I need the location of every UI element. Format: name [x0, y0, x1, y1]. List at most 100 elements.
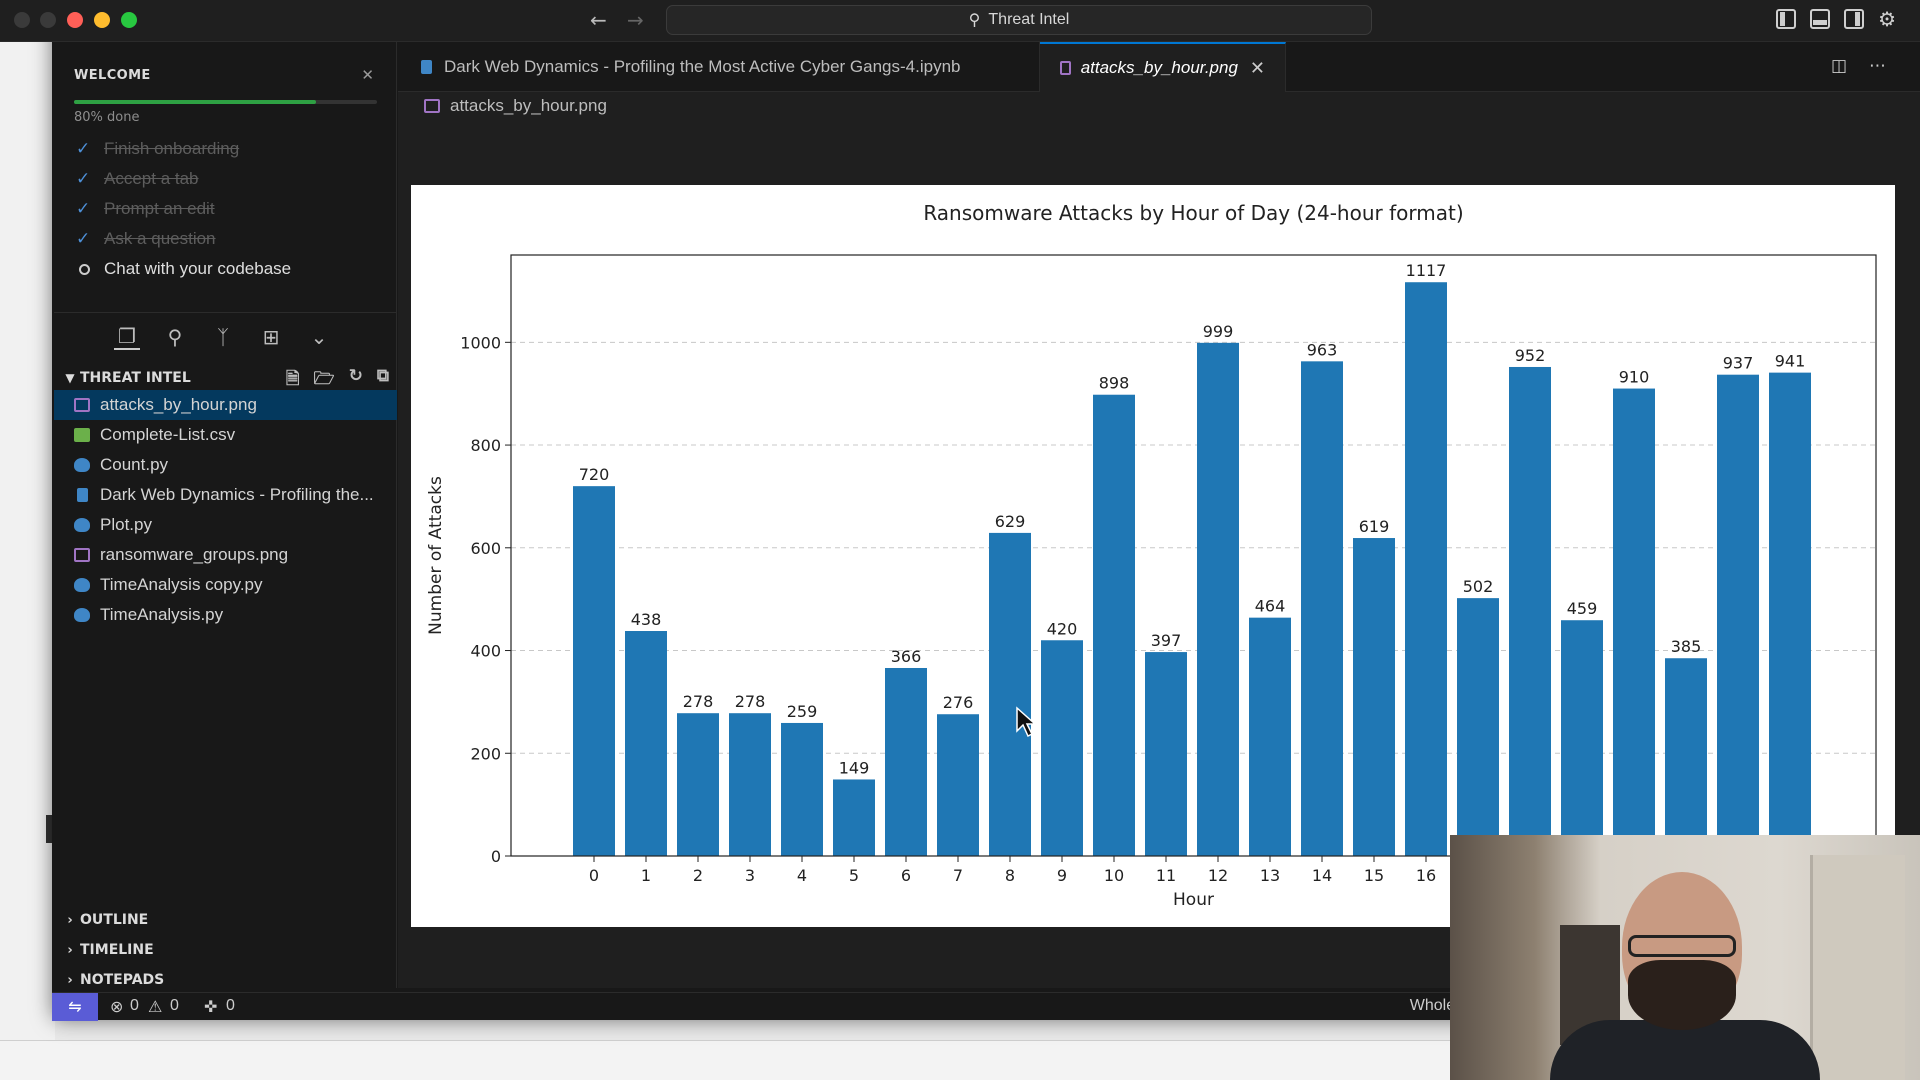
- data-label: 941: [1775, 352, 1806, 371]
- y-tick-label: 0: [491, 847, 501, 866]
- task-label: Prompt an edit: [104, 199, 215, 218]
- data-label: 464: [1255, 597, 1286, 616]
- explorer-actions: 🗎 🗁 ↻ ⧉: [286, 366, 389, 395]
- x-tick-label: 13: [1260, 866, 1280, 885]
- data-label: 937: [1723, 354, 1754, 373]
- new-folder-icon[interactable]: 🗁: [313, 369, 335, 389]
- toggle-panel-icon[interactable]: [1810, 9, 1831, 29]
- bar-hour-18: [1509, 366, 1551, 856]
- outline-panel-header[interactable]: › OUTLINE: [60, 908, 148, 932]
- webcam-person-body: [1550, 1020, 1820, 1080]
- maximize-window-button[interactable]: [121, 12, 137, 28]
- bg-window-button: [14, 12, 30, 28]
- progress-fill: [74, 100, 317, 104]
- bar-hour-5: [833, 779, 875, 856]
- arrow-left-icon[interactable]: ←: [590, 8, 607, 32]
- task-item[interactable]: ✓ Ask a question: [76, 229, 216, 249]
- file-item-count[interactable]: Count.py: [54, 450, 397, 480]
- bar-hour-22: [1717, 374, 1759, 856]
- refresh-icon[interactable]: ↻: [348, 366, 363, 386]
- warning-icon[interactable]: ⚠: [148, 999, 163, 1016]
- layout-controls: ⚙: [1776, 9, 1896, 29]
- data-label: 278: [683, 692, 714, 711]
- data-label: 438: [631, 610, 662, 629]
- x-tick-label: 7: [953, 866, 963, 885]
- close-window-button[interactable]: [67, 12, 83, 28]
- file-item-timeanalysis-copy[interactable]: TimeAnalysis copy.py: [54, 570, 397, 600]
- tab-label: Dark Web Dynamics - Profiling the Most A…: [444, 57, 961, 76]
- extensions-icon[interactable]: ⊞: [262, 325, 280, 349]
- data-label: 397: [1151, 631, 1182, 650]
- bar-hour-13: [1249, 617, 1291, 856]
- x-axis-label: Hour: [1173, 890, 1214, 910]
- file-item-dark-web-dynamics[interactable]: Dark Web Dynamics - Profiling the...: [54, 480, 397, 510]
- bar-chart: Ransomware Attacks by Hour of Day (24-ho…: [426, 201, 1877, 910]
- y-tick-label: 400: [470, 642, 501, 661]
- webcam-door: [1810, 855, 1905, 1080]
- tab-attacks-by-hour[interactable]: attacks_by_hour.png ✕: [1040, 42, 1286, 92]
- data-label: 629: [995, 512, 1026, 531]
- notepads-panel-header[interactable]: › NOTEPADS: [60, 968, 164, 992]
- error-count: 0: [130, 997, 139, 1014]
- panel-title: TIMELINE: [80, 942, 154, 958]
- bar-hour-1: [625, 631, 667, 856]
- task-item[interactable]: ✓ Accept a tab: [76, 169, 199, 189]
- file-item-ransomware-groups[interactable]: ransomware_groups.png: [54, 540, 397, 570]
- close-icon[interactable]: ✕: [1249, 57, 1265, 78]
- chevron-down-icon[interactable]: ⌄: [310, 325, 328, 349]
- webcam-overlay: [1450, 835, 1920, 1080]
- file-item-timeanalysis[interactable]: TimeAnalysis.py: [54, 600, 397, 630]
- bar-hour-8: [989, 532, 1031, 856]
- task-item[interactable]: ✓ Prompt an edit: [76, 199, 215, 219]
- files-icon[interactable]: ❐: [114, 324, 140, 350]
- source-control-icon[interactable]: ᛉ: [217, 325, 229, 349]
- plot-frame: [510, 254, 1877, 857]
- activity-bar: ❐ ⚲ ᛉ ⊞ ⌄: [114, 324, 332, 350]
- y-axis-label: Number of Attacks: [426, 476, 446, 635]
- task-item[interactable]: ✓ Finish onboarding: [76, 139, 239, 159]
- collapse-all-icon[interactable]: ⧉: [376, 366, 389, 386]
- task-label: Ask a question: [104, 229, 216, 248]
- data-label: 385: [1671, 637, 1702, 656]
- command-search-bar[interactable]: ⚲ Threat Intel: [666, 5, 1372, 35]
- split-editor-icon[interactable]: ◫: [1830, 56, 1847, 76]
- panel-title: OUTLINE: [80, 912, 149, 928]
- toggle-secondary-sidebar-icon[interactable]: [1844, 9, 1865, 29]
- bar-hour-23: [1769, 372, 1811, 856]
- onboarding-progress-bar: [74, 100, 377, 104]
- toggle-sidebar-icon[interactable]: [1776, 9, 1797, 29]
- x-tick-label: 16: [1416, 866, 1436, 885]
- tab-notebook[interactable]: Dark Web Dynamics - Profiling the Most A…: [398, 42, 1040, 92]
- gear-icon[interactable]: ⚙: [1878, 7, 1896, 31]
- task-item[interactable]: Chat with your codebase: [76, 259, 291, 279]
- new-file-icon[interactable]: 🗎: [285, 369, 300, 389]
- file-item-complete-list[interactable]: Complete-List.csv: [54, 420, 397, 450]
- data-label: 502: [1463, 577, 1494, 596]
- editor-actions: ◫ ⋯: [1831, 56, 1886, 76]
- close-icon[interactable]: ✕: [361, 66, 374, 84]
- data-label: 459: [1567, 599, 1598, 618]
- timeline-panel-header[interactable]: › TIMELINE: [60, 938, 154, 962]
- x-tick-label: 8: [1005, 866, 1015, 885]
- file-name: ransomware_groups.png: [100, 545, 289, 564]
- file-item-plot[interactable]: Plot.py: [54, 510, 397, 540]
- x-tick-label: 12: [1208, 866, 1228, 885]
- bar-hour-4: [781, 722, 823, 856]
- error-icon[interactable]: ⊗: [110, 999, 124, 1016]
- check-icon: ✓: [76, 199, 91, 218]
- bar-hour-3: [729, 713, 771, 856]
- explorer-header[interactable]: ▼ THREAT INTEL 🗎 🗁 ↻ ⧉: [60, 366, 397, 390]
- minimize-window-button[interactable]: [94, 12, 110, 28]
- arrow-right-icon[interactable]: →: [627, 8, 644, 32]
- more-actions-icon[interactable]: ⋯: [1869, 56, 1886, 76]
- x-tick-label: 10: [1104, 866, 1124, 885]
- explorer-title: THREAT INTEL: [80, 370, 191, 386]
- x-tick-label: 0: [589, 866, 599, 885]
- ports-icon[interactable]: ✜: [204, 999, 218, 1016]
- remote-icon[interactable]: ⇋: [52, 993, 98, 1021]
- file-name: TimeAnalysis.py: [100, 605, 224, 624]
- tab-bar: Dark Web Dynamics - Profiling the Most A…: [398, 42, 1920, 92]
- breadcrumb[interactable]: attacks_by_hour.png: [424, 96, 607, 116]
- file-item-attacks-by-hour[interactable]: attacks_by_hour.png: [54, 390, 397, 420]
- search-icon[interactable]: ⚲: [167, 325, 183, 349]
